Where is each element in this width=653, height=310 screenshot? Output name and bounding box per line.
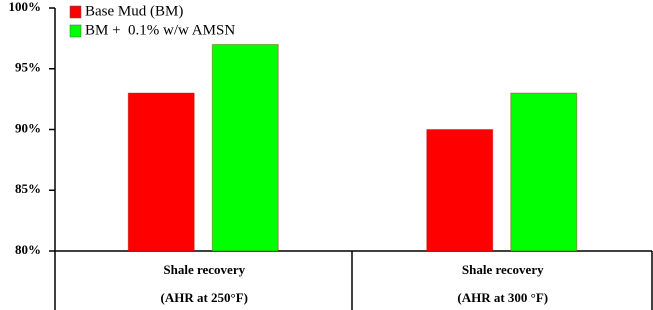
- x-tick-label: (AHR at 250°F): [160, 290, 248, 305]
- y-tick-label: 95%: [15, 60, 41, 75]
- y-tick-label: 80%: [15, 242, 41, 257]
- legend-swatch: [69, 5, 82, 19]
- legend-label: Base Mud (BM): [85, 3, 183, 19]
- y-tick-label: 85%: [15, 181, 41, 196]
- bar: [510, 92, 578, 252]
- y-tick-label: 90%: [15, 120, 41, 135]
- x-tick-label: Shale recovery: [163, 262, 245, 277]
- bar: [211, 43, 279, 252]
- bar: [426, 129, 494, 252]
- y-tick-label: 100%: [9, 0, 42, 14]
- x-tick-label: Shale recovery: [462, 262, 544, 277]
- x-tick-label: (AHR at 300 °F): [457, 290, 548, 305]
- legend-swatch: [69, 24, 82, 38]
- bar: [127, 92, 195, 252]
- legend-label: BM + 0.1% w/w AMSN: [85, 22, 235, 38]
